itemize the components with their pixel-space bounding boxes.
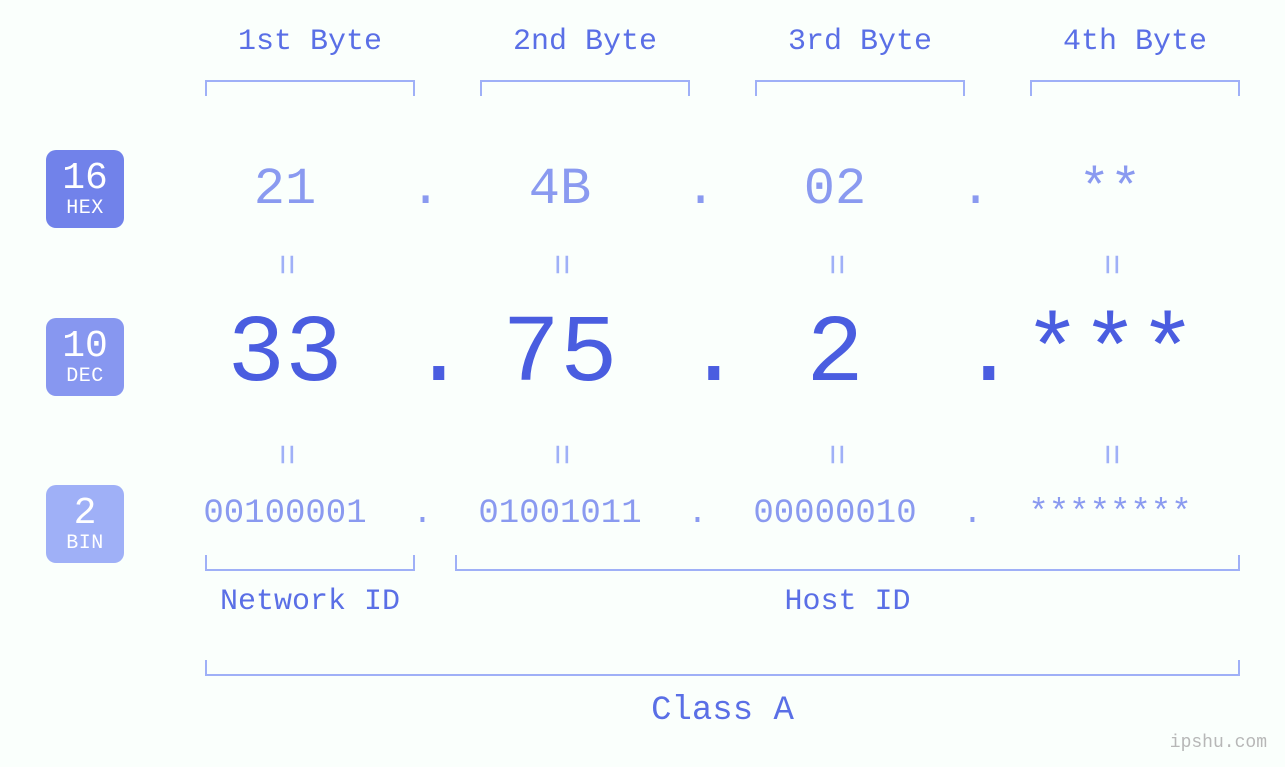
bracket-byte-4: [1030, 80, 1240, 96]
hex-dot-1: .: [410, 160, 435, 219]
bracket-byte-3: [755, 80, 965, 96]
badge-hex-label: HEX: [66, 198, 104, 219]
bracket-byte-1: [205, 80, 415, 96]
eq-2-1: =: [265, 330, 306, 580]
bin-dot-3: .: [960, 495, 985, 533]
badge-dec-num: 10: [62, 327, 108, 367]
bin-byte-3: 00000010: [710, 495, 960, 533]
eq-2-4: =: [1090, 330, 1131, 580]
row-hex: 21 . 4B . 02 . **: [160, 160, 1245, 219]
watermark: ipshu.com: [1170, 733, 1267, 753]
byte-label-2: 2nd Byte: [460, 25, 710, 59]
ip-diagram: { "colors": { "background": "#fafffc", "…: [0, 0, 1285, 767]
class-label: Class A: [205, 692, 1240, 730]
bracket-class: [205, 660, 1240, 676]
byte-label-1: 1st Byte: [185, 25, 435, 59]
badge-bin: 2 BIN: [46, 485, 124, 563]
eq-2-3: =: [815, 330, 856, 580]
dec-dot-3: .: [960, 300, 985, 409]
row-eq-2: = = = =: [160, 434, 1245, 475]
dec-dot-2: .: [685, 300, 710, 409]
badge-dec-label: DEC: [66, 366, 104, 387]
row-dec: 33 . 75 . 2 . ***: [160, 300, 1245, 409]
badge-hex-num: 16: [62, 159, 108, 199]
dec-dot-1: .: [410, 300, 435, 409]
host-id-label: Host ID: [455, 585, 1240, 619]
bracket-network: [205, 555, 415, 571]
bin-byte-2: 01001011: [435, 495, 685, 533]
byte-label-3: 3rd Byte: [735, 25, 985, 59]
byte-label-4: 4th Byte: [1010, 25, 1260, 59]
network-id-label: Network ID: [160, 585, 460, 619]
hex-dot-3: .: [960, 160, 985, 219]
badge-bin-num: 2: [74, 494, 97, 534]
bin-byte-4: ********: [985, 495, 1235, 533]
eq-2-2: =: [540, 330, 581, 580]
row-bin: 00100001 . 01001011 . 00000010 . *******…: [160, 495, 1245, 533]
bin-byte-1: 00100001: [160, 495, 410, 533]
bracket-host: [455, 555, 1240, 571]
badge-hex: 16 HEX: [46, 150, 124, 228]
bin-dot-1: .: [410, 495, 435, 533]
bracket-byte-2: [480, 80, 690, 96]
row-eq-1: = = = =: [160, 244, 1245, 285]
badge-bin-label: BIN: [66, 533, 104, 554]
bin-dot-2: .: [685, 495, 710, 533]
badge-dec: 10 DEC: [46, 318, 124, 396]
hex-dot-2: .: [685, 160, 710, 219]
